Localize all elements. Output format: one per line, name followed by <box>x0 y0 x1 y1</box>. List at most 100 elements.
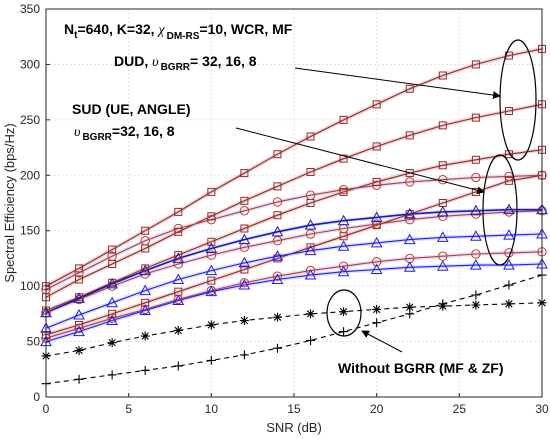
data-point <box>436 205 449 217</box>
data-point <box>139 304 152 316</box>
data-point <box>106 296 118 308</box>
y-axis-label: Spectral Efficiency (bps/Hz) <box>2 123 17 282</box>
data-point <box>238 233 251 245</box>
annotation-dud: DUD, υ BGRR= 32, 16, 8 <box>114 53 257 73</box>
data-point <box>371 257 382 267</box>
data-point <box>107 313 117 323</box>
data-point <box>504 280 514 290</box>
annotation-sud-line1: SUD (UE, ANGLE) <box>72 101 190 117</box>
data-point <box>273 211 282 220</box>
data-point <box>75 275 84 284</box>
data-point <box>238 279 251 290</box>
series-line <box>45 174 543 336</box>
data-point <box>504 106 513 115</box>
x-tick-label: 10 <box>205 402 219 416</box>
data-point <box>173 325 183 335</box>
data-point <box>436 231 449 242</box>
data-point <box>305 265 316 276</box>
data-point <box>405 302 415 312</box>
y-tick-label: 250 <box>20 113 40 127</box>
data-point <box>172 252 185 263</box>
data-point <box>271 273 284 284</box>
data-point <box>471 113 480 122</box>
data-point <box>74 294 84 305</box>
data-point <box>273 150 282 159</box>
data-point <box>206 320 216 330</box>
x-tick-label: 0 <box>43 402 50 416</box>
data-point <box>140 331 150 341</box>
data-point <box>338 261 349 271</box>
x-tick-label: 30 <box>535 402 549 416</box>
data-point <box>471 249 481 259</box>
x-tick-label: 5 <box>125 402 132 416</box>
data-point <box>306 335 316 345</box>
data-point <box>74 323 84 333</box>
data-point <box>306 167 315 176</box>
data-point <box>372 318 382 328</box>
data-point <box>438 121 447 130</box>
y-tick-label: 100 <box>20 279 40 293</box>
data-point <box>172 273 185 284</box>
data-point <box>73 308 85 320</box>
data-point <box>239 316 249 326</box>
data-point <box>205 242 218 253</box>
data-point <box>73 292 85 303</box>
data-point <box>74 268 84 278</box>
data-point <box>240 196 249 205</box>
series-line <box>45 251 543 339</box>
data-point <box>205 285 218 297</box>
data-point <box>174 207 183 216</box>
data-point <box>271 225 284 237</box>
data-point <box>305 190 316 200</box>
data-point <box>403 233 416 245</box>
data-point <box>207 237 216 246</box>
data-point <box>304 269 317 280</box>
data-point <box>370 236 383 248</box>
data-point <box>108 309 117 318</box>
data-point <box>471 155 480 164</box>
data-point <box>207 212 216 221</box>
data-point <box>205 264 218 276</box>
data-point <box>106 314 118 326</box>
data-point <box>504 176 513 185</box>
y-tick-label: 50 <box>27 335 41 349</box>
data-point <box>337 240 350 251</box>
data-point <box>306 243 315 252</box>
data-point <box>470 230 482 241</box>
series-markers <box>40 44 548 389</box>
y-tick-label: 0 <box>33 390 40 404</box>
data-point <box>339 327 349 337</box>
data-point <box>372 177 381 186</box>
data-point <box>372 100 381 109</box>
series-line <box>45 274 543 385</box>
series-line <box>45 174 543 290</box>
data-point <box>272 312 282 322</box>
data-point <box>173 259 183 269</box>
series-line <box>45 48 543 287</box>
data-point <box>272 197 283 207</box>
data-point <box>141 226 150 235</box>
data-point <box>438 299 448 309</box>
data-point <box>371 219 382 229</box>
data-point <box>471 60 480 69</box>
x-tick-label: 15 <box>287 402 301 416</box>
data-point <box>372 304 382 314</box>
data-point <box>272 271 283 281</box>
data-point <box>239 350 249 360</box>
data-point <box>107 251 117 261</box>
data-point <box>238 256 251 268</box>
x-axis-label: SNR (dB) <box>266 420 322 435</box>
data-point <box>240 265 249 274</box>
data-point <box>470 204 482 216</box>
series-line <box>45 103 543 298</box>
data-point <box>207 276 216 285</box>
series-line <box>45 302 543 357</box>
data-point <box>503 229 515 240</box>
dud-arrow <box>294 67 501 100</box>
data-point <box>306 309 316 319</box>
data-point <box>107 338 117 348</box>
data-point <box>139 264 152 276</box>
annotation-config: Nt=640, K=32, χ DM-RS=10, WCR, MF <box>64 21 293 42</box>
data-point <box>206 355 216 365</box>
